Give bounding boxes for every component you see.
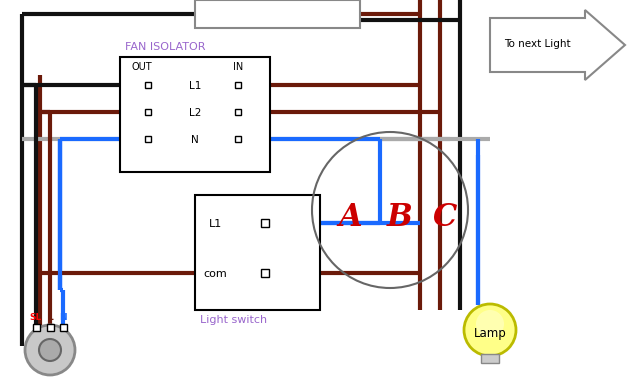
Bar [195,0,360,28]
Text: OUT: OUT [132,62,152,72]
Text: Lamp: Lamp [474,328,507,340]
Text: L2: L2 [189,108,201,118]
Text: A: A [338,203,362,233]
Polygon shape [490,10,625,80]
Bar [145,82,151,88]
Bar [481,354,499,363]
Text: FAN ISOLATOR: FAN ISOLATOR [125,42,205,52]
Bar [235,136,241,142]
Circle shape [476,310,504,338]
Bar [145,136,151,142]
Bar [261,219,269,227]
Bar [261,269,269,277]
Text: C: C [433,203,457,233]
Circle shape [464,304,516,356]
Bar [195,195,320,310]
Circle shape [39,339,61,361]
Bar [120,57,270,172]
Bar [235,82,241,88]
Text: L1: L1 [189,81,201,91]
Text: Light switch: Light switch [200,315,267,325]
Bar [33,323,40,331]
Text: N: N [59,313,67,322]
Bar [145,109,151,115]
Text: L: L [47,313,53,322]
Text: To next Light: To next Light [504,39,570,49]
Text: com: com [203,269,227,279]
Circle shape [25,325,75,375]
Text: L1: L1 [209,219,222,229]
Text: B: B [387,203,413,233]
Text: IN: IN [233,62,243,72]
Text: SL: SL [30,313,42,322]
Bar [47,323,54,331]
Text: N: N [191,135,199,145]
Bar [59,323,67,331]
Bar [235,109,241,115]
